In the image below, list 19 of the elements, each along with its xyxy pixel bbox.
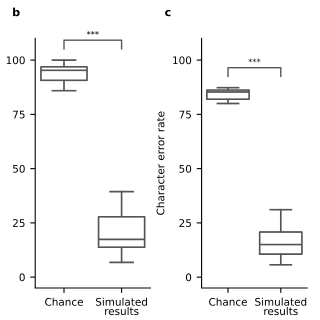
chart-title: b: [13, 8, 20, 16]
x-tick-label: Chance: [209, 298, 247, 306]
x-tick-label: Simulated results: [96, 298, 147, 316]
y-tick-label: 75: [179, 110, 191, 118]
annotation: ***: [248, 58, 260, 62]
y-tick-label: 0: [20, 273, 25, 282]
y-tick-label: 100: [173, 56, 192, 64]
y-tick-label: 50: [179, 164, 192, 173]
y-tick-label: 25: [179, 219, 191, 227]
y-tick-label: 50: [13, 164, 25, 173]
y-tick-label: 100: [6, 56, 25, 64]
y-tick-label: 75: [13, 110, 25, 118]
text: ***: [86, 30, 99, 35]
y-tick-label: 25: [12, 219, 25, 227]
y-tick-label: 0: [186, 273, 192, 282]
chart-title: c: [165, 10, 170, 16]
x-tick-label: Simulated results: [255, 298, 306, 316]
x-tick-label: Chance: [45, 298, 83, 306]
y-axis-title: Character error rate: [156, 112, 164, 215]
